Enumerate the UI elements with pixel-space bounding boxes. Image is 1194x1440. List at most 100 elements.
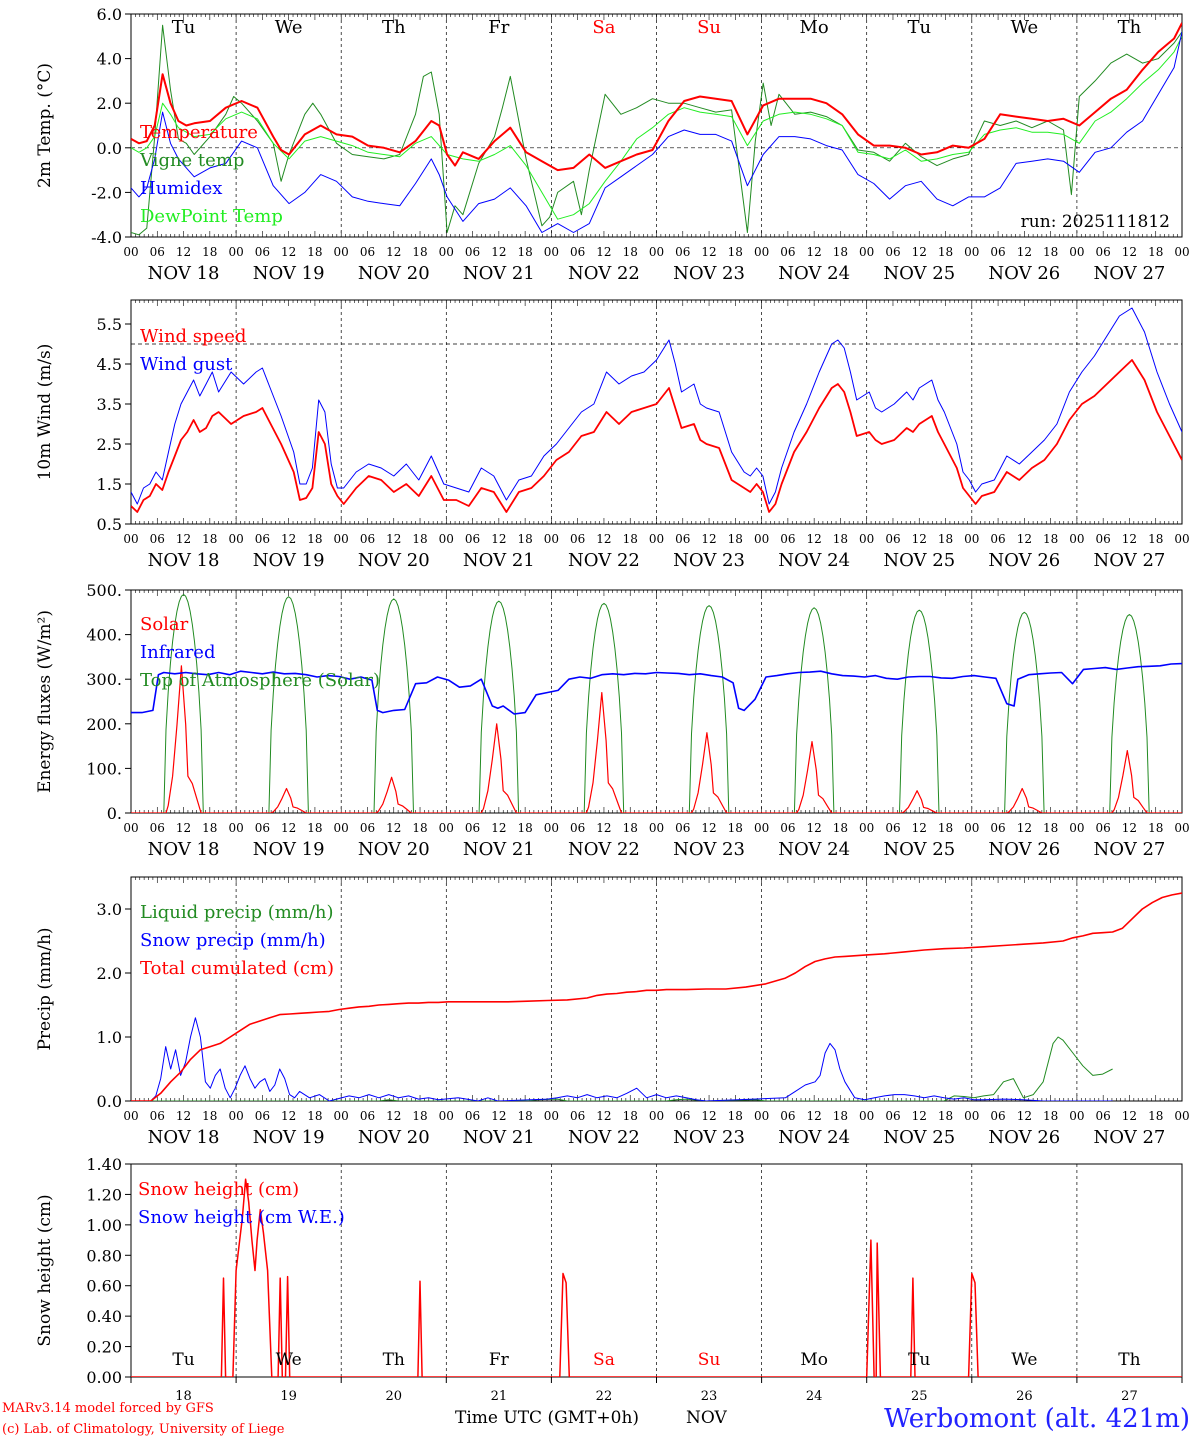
hour-label: 18	[517, 821, 532, 835]
day-number: 26	[1016, 1389, 1033, 1404]
date-label: NOV 24	[778, 550, 850, 571]
hour-label: 18	[307, 821, 322, 835]
hour-label: 00	[964, 1109, 979, 1123]
date-label: NOV 27	[1094, 839, 1166, 860]
hour-label: 18	[307, 245, 322, 259]
legend-label: Top of Atmosphere (Solar)	[140, 670, 380, 691]
hour-label: 06	[570, 532, 585, 546]
weekday-label: Th	[382, 17, 406, 38]
hour-label: 12	[701, 821, 716, 835]
precip-panel: 0.0 1.0 2.0 3.0 Precip (mm/h) 00 06 12 18 00 06 12 1…	[35, 876, 1190, 1148]
date-label: NOV 22	[568, 550, 640, 571]
hour-label: 18	[833, 1109, 848, 1123]
hour-label: 00	[859, 245, 874, 259]
weekday-label: Fr	[488, 17, 509, 38]
legend-label: Solar	[140, 614, 189, 635]
date-label: NOV 24	[778, 839, 850, 860]
hour-label: 00	[964, 821, 979, 835]
hour-label: 06	[885, 245, 900, 259]
date-label: NOV 18	[148, 550, 220, 571]
hour-label: 18	[307, 1109, 322, 1123]
y-tick-label: 0.20	[86, 1338, 122, 1357]
hour-label: 12	[1017, 532, 1032, 546]
snow-day-label: Su	[698, 1350, 721, 1370]
hour-label: 06	[465, 245, 480, 259]
y-tick-label: 0.40	[86, 1307, 122, 1326]
hour-label: 00	[334, 1109, 349, 1123]
energy-panel: 0. 100. 200. 300. 400. 500. Energy fluxes (W/m…	[35, 581, 1190, 860]
snow-height-line	[131, 1178, 1182, 1377]
hour-label: 06	[780, 532, 795, 546]
y-tick-label: 1.40	[86, 1155, 122, 1174]
hour-label: 00	[228, 245, 243, 259]
date-label: NOV 22	[568, 839, 640, 860]
hour-label: 06	[885, 821, 900, 835]
y-tick-label: 6.0	[97, 5, 122, 24]
hour-label: 12	[596, 532, 611, 546]
time-axis-title: Time UTC (GMT+0h)	[455, 1408, 639, 1428]
y-tick-label: 0.00	[86, 1368, 122, 1387]
date-label: NOV 26	[988, 839, 1060, 860]
weekday-label: Th	[1118, 17, 1142, 38]
hour-label: 00	[754, 245, 769, 259]
date-label: NOV 27	[1094, 263, 1166, 284]
hour-label: 18	[202, 532, 217, 546]
hour-label: 18	[202, 1109, 217, 1123]
hour-label: 18	[938, 532, 953, 546]
date-label: NOV 21	[463, 550, 535, 571]
snow-plot	[131, 1178, 1182, 1377]
y-tick-label: 5.5	[97, 315, 122, 334]
hour-label: 18	[517, 1109, 532, 1123]
legend-label: DewPoint Temp	[140, 206, 283, 227]
hour-label: 06	[1096, 532, 1111, 546]
hour-label: 06	[360, 532, 375, 546]
legend-label: Wind gust	[140, 354, 233, 375]
y-tick-label: 1.0	[97, 1028, 122, 1047]
hour-label: 18	[1148, 532, 1163, 546]
model-credit: MARv3.14 model forced by GFS	[2, 1401, 214, 1416]
infrared-series-line	[131, 662, 1182, 715]
snow-panel: 0.00 0.20 0.40 0.60 0.80 1.00 1.20 1.40 Snow hei…	[35, 1155, 1183, 1404]
legend-label: Wind speed	[140, 326, 246, 347]
temperature-panel: -4.0 -2.0 0.0 2.0 4.0 6.0 2m Temp. (°C) 00 06 12 1…	[35, 5, 1190, 284]
hour-label: 06	[360, 1109, 375, 1123]
hour-label: 06	[675, 245, 690, 259]
y-tick-label: 0.	[107, 804, 122, 823]
hour-label: 00	[544, 1109, 559, 1123]
y-tick-label: 4.0	[97, 50, 122, 69]
date-label: NOV 22	[568, 1127, 640, 1148]
weekday-label: Sa	[592, 17, 615, 38]
snow-day-label: Sa	[593, 1350, 615, 1370]
hour-label: 18	[833, 245, 848, 259]
snow-day-label: We	[276, 1350, 302, 1370]
hour-label: 06	[465, 1109, 480, 1123]
date-label: NOV 26	[988, 550, 1060, 571]
precip-series-line	[131, 892, 1182, 1101]
hour-label: 18	[1148, 245, 1163, 259]
y-tick-label: 2.0	[97, 94, 122, 113]
hour-label: 18	[728, 245, 743, 259]
y-tick-label: 500.	[86, 581, 122, 600]
day-number: 23	[701, 1389, 718, 1404]
snow-day-label: Th	[1118, 1350, 1140, 1370]
date-label: NOV 25	[883, 839, 955, 860]
hour-label: 18	[307, 532, 322, 546]
hour-label: 06	[255, 821, 270, 835]
hour-label: 12	[176, 821, 191, 835]
hour-label: 12	[596, 1109, 611, 1123]
hour-label: 06	[990, 245, 1005, 259]
legend-label: Humidex	[140, 178, 222, 199]
hour-label: 00	[544, 245, 559, 259]
hour-label: 18	[412, 1109, 427, 1123]
hour-label: 18	[623, 821, 638, 835]
hour-label: 00	[1069, 1109, 1084, 1123]
y-tick-label: 0.80	[86, 1246, 122, 1265]
hour-label: 12	[807, 532, 822, 546]
hour-label: 18	[728, 821, 743, 835]
hour-label: 06	[150, 1109, 165, 1123]
hour-label: 12	[1017, 245, 1032, 259]
date-label: NOV 18	[148, 1127, 220, 1148]
hour-label: 06	[990, 532, 1005, 546]
date-label: NOV 25	[883, 263, 955, 284]
